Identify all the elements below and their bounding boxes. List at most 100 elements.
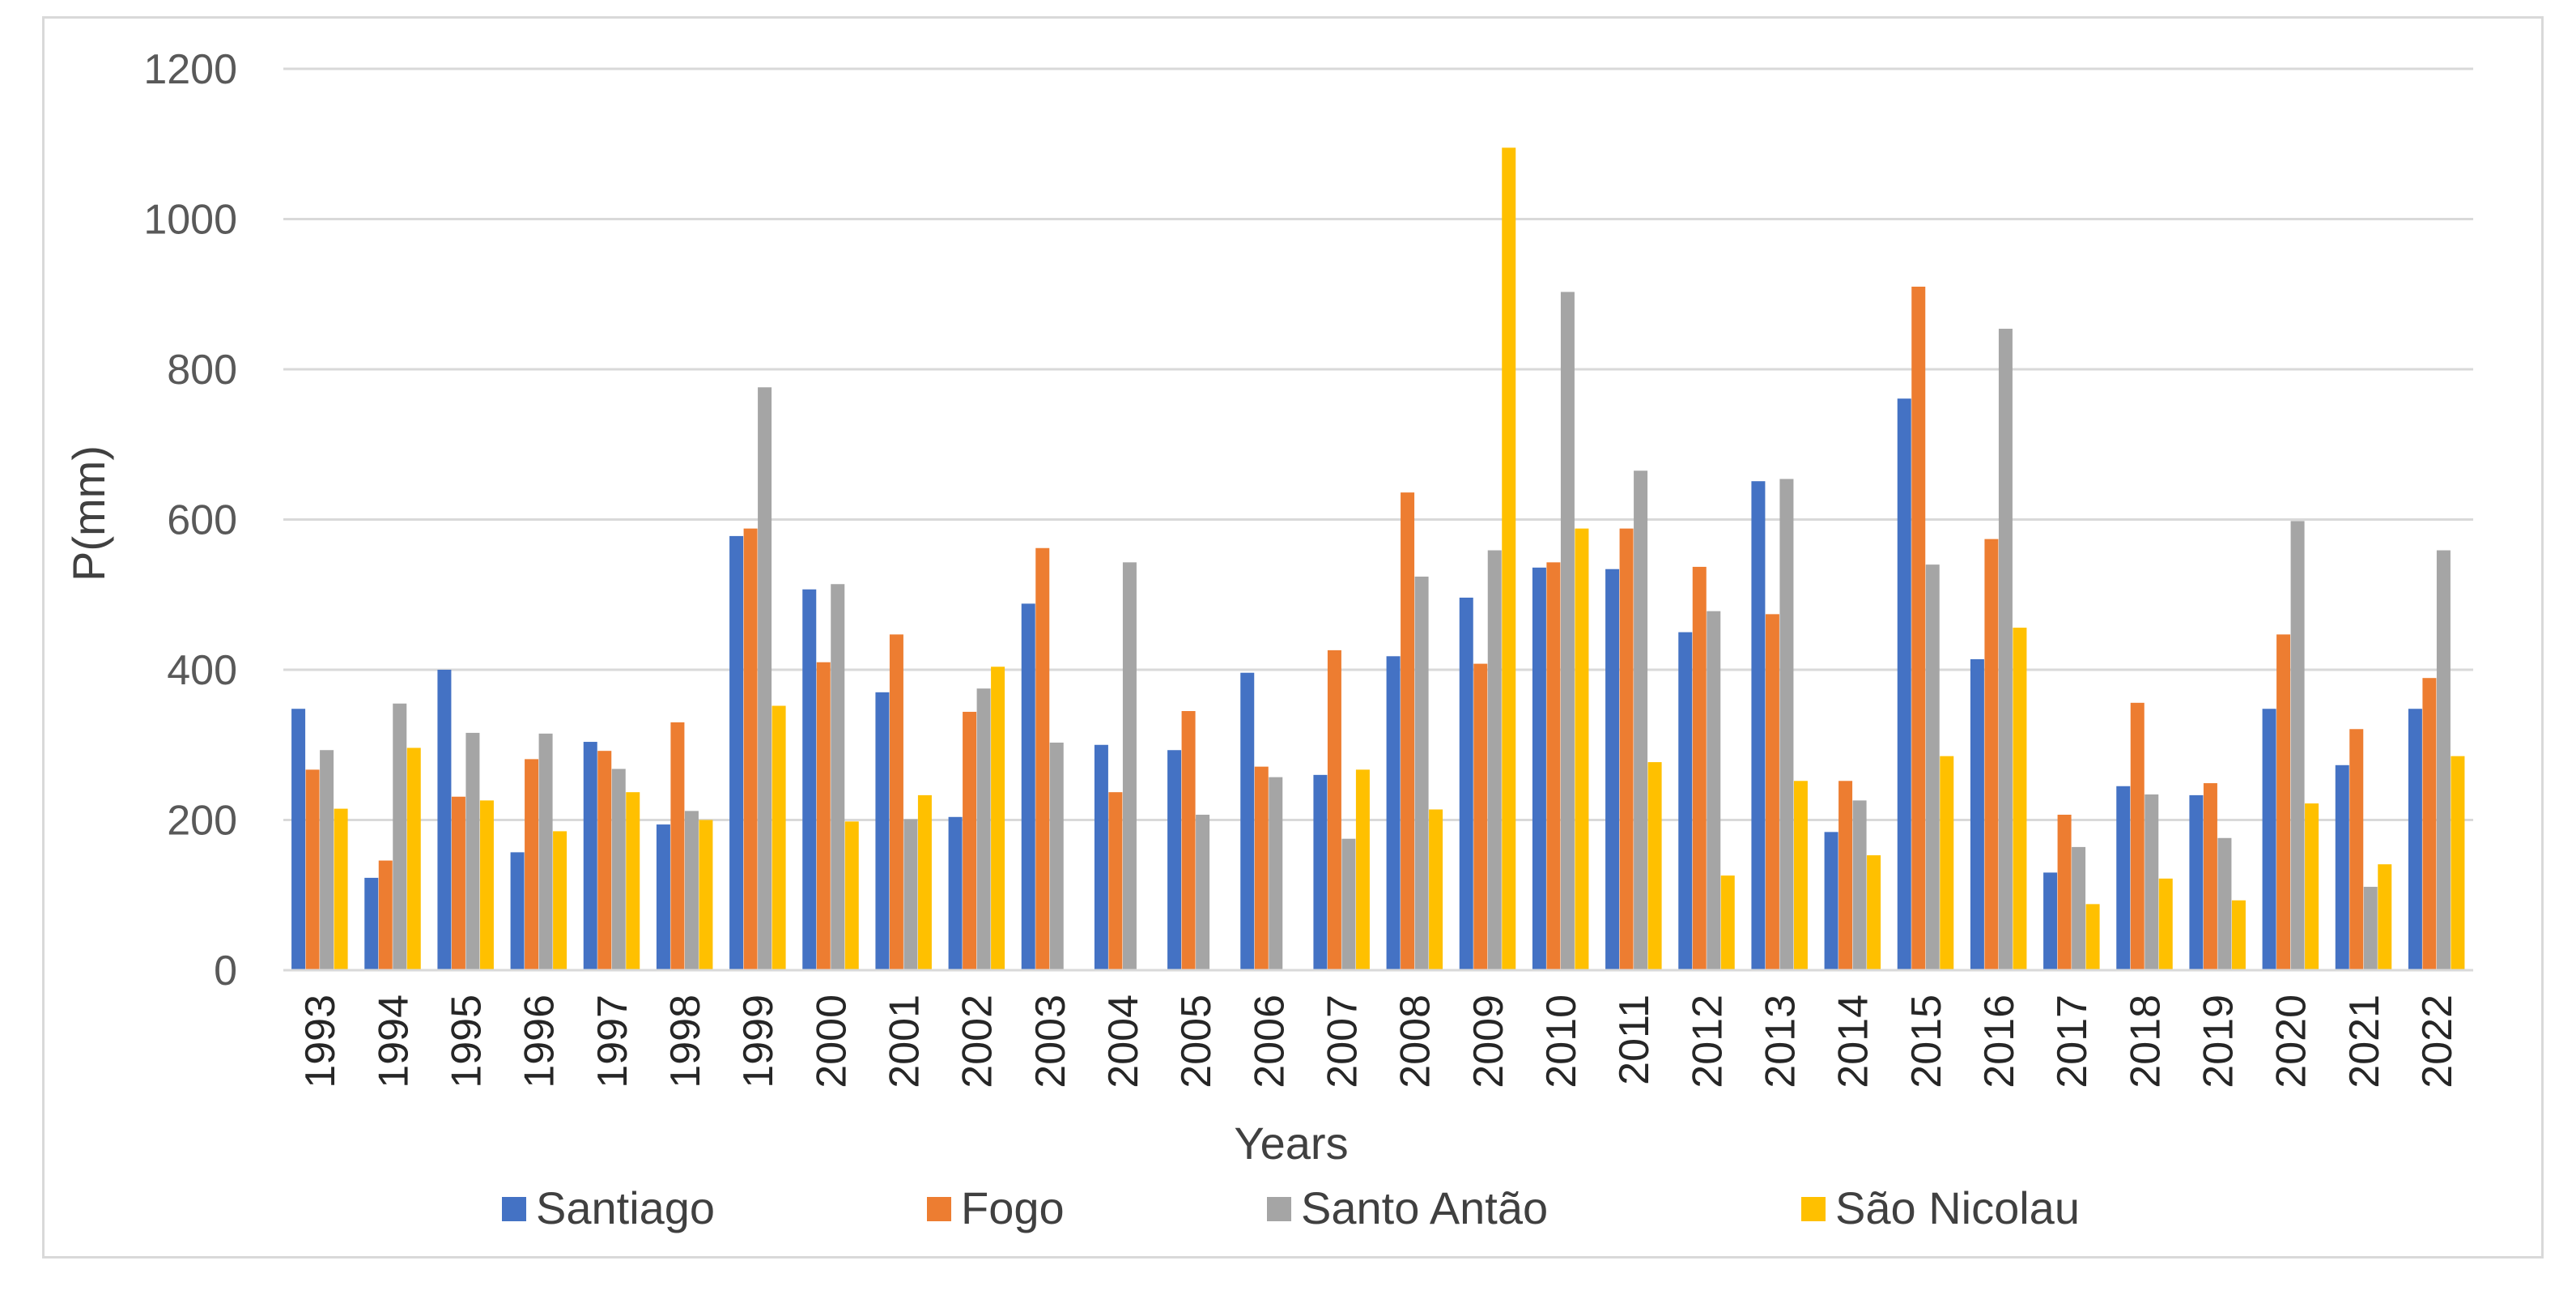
bar-santiago-1993: [291, 709, 306, 970]
y-tick-label: 200: [167, 798, 237, 845]
bar-santo-ant-o-2021: [2363, 887, 2378, 970]
bar-santo-ant-o-2000: [831, 584, 845, 970]
legend-label: São Nicolau: [1835, 1182, 2080, 1233]
x-tick-label: 2003: [1027, 994, 1074, 1088]
bar-s-o-nicolau-2000: [844, 821, 859, 970]
x-tick-label: 2021: [2341, 994, 2388, 1088]
bar-santo-ant-o-2022: [2436, 550, 2451, 970]
bar-santo-ant-o-2008: [1414, 576, 1429, 970]
bar-fogo-2020: [2276, 634, 2291, 970]
bar-santiago-2014: [1824, 832, 1838, 970]
bar-santiago-1998: [656, 824, 670, 970]
bar-santiago-1997: [583, 742, 597, 970]
x-tick-label: 2010: [1538, 994, 1585, 1088]
bar-santo-ant-o-2003: [1049, 742, 1064, 970]
bar-santo-ant-o-2005: [1196, 815, 1210, 970]
bar-fogo-2002: [963, 711, 977, 970]
bar-fogo-2022: [2422, 678, 2437, 970]
bar-fogo-2016: [1984, 539, 1999, 970]
bar-santo-ant-o-1999: [758, 387, 772, 970]
x-tick-label: 2004: [1100, 994, 1147, 1088]
bar-fogo-2021: [2349, 729, 2364, 970]
bar-santo-ant-o-2004: [1122, 562, 1137, 970]
bar-santo-ant-o-2020: [2290, 521, 2305, 970]
bar-santiago-1999: [729, 535, 744, 970]
bar-santo-ant-o-1995: [465, 732, 480, 970]
bar-santiago-2018: [2116, 786, 2131, 970]
bar-santiago-2022: [2408, 709, 2422, 970]
bar-santiago-2020: [2262, 709, 2276, 970]
x-tick-label: 2018: [2122, 994, 2169, 1088]
legend: Santiago Fogo Santo Antão São Nicolau: [502, 1182, 2080, 1233]
bar-fogo-2003: [1035, 547, 1050, 970]
bar-santiago-2000: [802, 589, 817, 970]
x-tick-label: 1997: [589, 994, 636, 1088]
bar-s-o-nicolau-1998: [699, 820, 713, 970]
legend-label: Santiago: [536, 1182, 715, 1233]
bar-santo-ant-o-2002: [976, 688, 991, 970]
legend-label: Santo Antão: [1301, 1182, 1548, 1233]
bar-santo-ant-o-2012: [1707, 611, 1721, 970]
bar-s-o-nicolau-1999: [772, 705, 786, 970]
x-tick-label: 2001: [881, 994, 928, 1088]
bar-santo-ant-o-2009: [1487, 550, 1502, 970]
bar-fogo-2017: [2057, 815, 2072, 970]
bar-santiago-2021: [2335, 764, 2349, 970]
bar-s-o-nicolau-2002: [991, 667, 1005, 970]
bar-santiago-2001: [875, 692, 890, 970]
bar-fogo-2013: [1765, 614, 1779, 970]
legend-label: Fogo: [961, 1182, 1065, 1233]
bar-santiago-2016: [1970, 659, 1984, 970]
bar-s-o-nicolau-2010: [1575, 528, 1589, 970]
bar-fogo-2007: [1327, 650, 1341, 970]
bar-fogo-2005: [1181, 711, 1196, 970]
x-tick-label: 1993: [297, 994, 344, 1088]
bar-fogo-1995: [451, 796, 465, 970]
x-tick-label: 2015: [1903, 994, 1950, 1088]
bar-santo-ant-o-2015: [1925, 564, 1940, 970]
bar-s-o-nicolau-2021: [2378, 864, 2392, 970]
bar-fogo-2006: [1254, 766, 1269, 970]
bar-fogo-2001: [889, 634, 903, 970]
x-tick-label: 1996: [516, 994, 563, 1088]
bar-fogo-1999: [743, 528, 758, 970]
bar-fogo-1997: [597, 751, 612, 970]
bar-santiago-2011: [1605, 569, 1620, 970]
x-axis-title: Years: [1234, 1118, 1348, 1169]
gridlines: [283, 67, 2473, 821]
y-axis-title: P(mm): [63, 445, 114, 581]
bar-santiago-2019: [2189, 794, 2204, 970]
bar-santiago-2007: [1313, 774, 1328, 970]
legend-swatch-santiago: [502, 1197, 526, 1221]
bar-s-o-nicolau-1996: [553, 831, 567, 970]
bar-s-o-nicolau-2015: [1940, 756, 1954, 970]
bar-s-o-nicolau-2008: [1429, 809, 1443, 970]
bar-s-o-nicolau-2012: [1720, 875, 1735, 970]
x-tick-label: 2022: [2414, 994, 2461, 1088]
chart-svg: 0 200 400 600 800 1000 1200 1993 1994 1995 1996 199…: [63, 46, 2473, 1233]
bar-santo-ant-o-2001: [903, 819, 918, 970]
bar-s-o-nicolau-2009: [1502, 147, 1516, 970]
bar-santiago-1994: [364, 877, 379, 970]
bar-fogo-1998: [670, 722, 685, 970]
y-tick-label: 1000: [143, 197, 237, 244]
x-tick-label: 2005: [1173, 994, 1220, 1088]
bar-s-o-nicolau-2016: [2013, 628, 2027, 970]
bar-s-o-nicolau-2001: [917, 794, 932, 970]
x-tick-label: 2000: [808, 994, 855, 1088]
bar-santiago-2004: [1094, 744, 1108, 970]
bar-santo-ant-o-1994: [393, 703, 407, 970]
legend-swatch-santo-ant-o: [1267, 1197, 1291, 1221]
bar-santiago-2015: [1897, 398, 1911, 970]
bar-santiago-2009: [1459, 597, 1473, 970]
bar-santiago-2010: [1532, 567, 1546, 970]
bar-fogo-2004: [1108, 792, 1123, 970]
x-tick-label: 2002: [954, 994, 1001, 1088]
x-tick-label: 2009: [1465, 994, 1512, 1088]
bar-s-o-nicolau-2013: [1793, 781, 1808, 970]
bar-santo-ant-o-2011: [1634, 471, 1648, 970]
x-tick-label: 2007: [1319, 994, 1366, 1088]
bar-s-o-nicolau-1993: [334, 808, 348, 970]
x-tick-label: 2012: [1684, 994, 1731, 1088]
legend-swatch-s-o-nicolau: [1801, 1197, 1826, 1221]
